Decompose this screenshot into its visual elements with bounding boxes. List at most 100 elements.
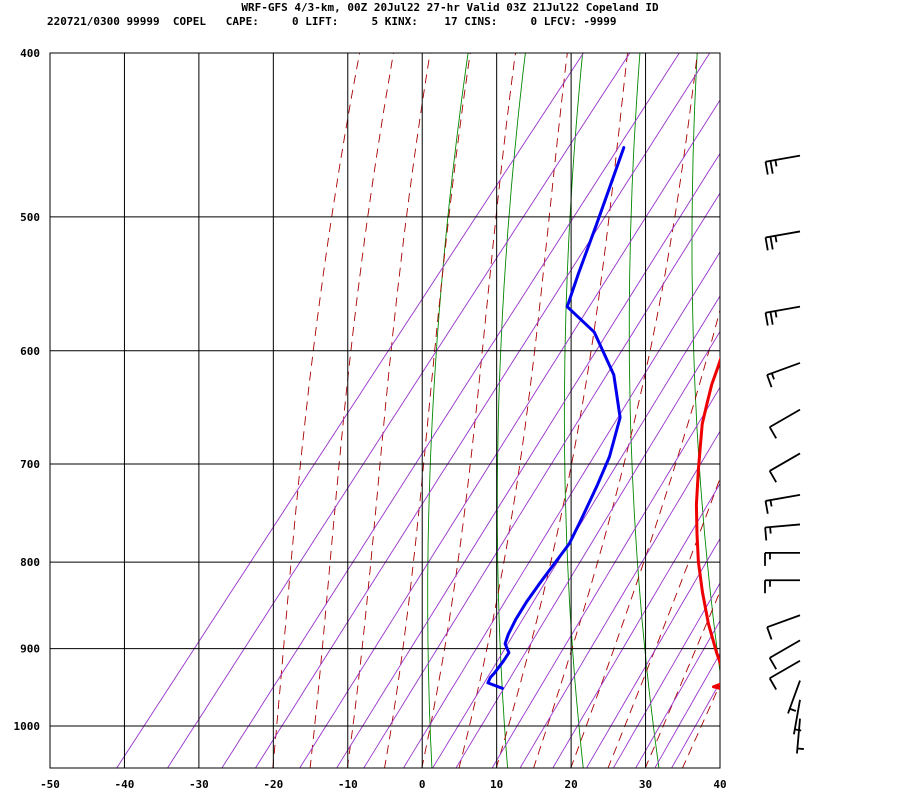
wind-barb [764, 305, 801, 326]
mixing-ratio-line [491, 386, 720, 768]
mixing-ratio-line [167, 53, 631, 768]
plot-frame [49, 52, 721, 769]
barb-staff [765, 230, 801, 239]
wind-barb [766, 614, 801, 640]
wind-barb [766, 362, 801, 388]
barb-feather [766, 626, 773, 640]
barb-feather [789, 707, 797, 712]
mixing-ratio-line [654, 652, 720, 768]
moist-adiabat [384, 53, 471, 768]
dry-adiabat [496, 53, 526, 768]
wind-barb [764, 523, 801, 541]
barb-feather [769, 499, 773, 507]
barb-feather [769, 311, 774, 325]
temperature-tick-label: -20 [263, 778, 283, 791]
wind-barb [768, 452, 801, 483]
dewpoint-line [486, 146, 626, 690]
temperature-line [694, 356, 720, 690]
temperature-tick-label: 40 [713, 778, 726, 791]
barb-feather [797, 747, 804, 750]
temperature-tick-label: 20 [564, 778, 577, 791]
wind-barb [764, 154, 801, 175]
dry-adiabat [691, 53, 720, 676]
moist-adiabat [644, 590, 720, 768]
moist-adiabat [458, 53, 568, 768]
mixing-ratio-line [363, 192, 720, 768]
barb-feather [764, 500, 769, 514]
barb-feather [794, 728, 802, 732]
wind-barb [764, 230, 801, 251]
barb-feather [769, 236, 774, 250]
axis-tick-labels: 400 500 600 700 800 900 1000 -50 -40 -30 -20 -10 0 10… [14, 47, 727, 791]
moist-adiabat [309, 53, 394, 768]
moist-adiabat [682, 683, 720, 768]
moist-adiabat [607, 477, 720, 768]
temperature-tick-label: -50 [40, 778, 60, 791]
barb-feather [774, 159, 778, 167]
mixing-ratio-line [221, 53, 680, 768]
chart-title: WRF-GFS 4/3-km, 00Z 20Jul22 27-hr Valid … [241, 1, 659, 14]
barb-feather [768, 657, 777, 670]
wind-barb [768, 408, 801, 439]
mixing-ratio-line [402, 251, 720, 768]
wind-barb [768, 659, 801, 690]
dry-adiabat [563, 53, 584, 768]
temperature-tick-label: 0 [419, 778, 426, 791]
grid [49, 52, 721, 769]
pressure-tick-label: 700 [20, 458, 40, 471]
moist-adiabat [346, 53, 431, 768]
wind-barbs [764, 154, 804, 754]
pressure-tick-label: 1000 [14, 720, 41, 733]
index-line: 220721/0300 99999 COPEL CAPE: 0 LIFT: 5 … [47, 15, 617, 28]
mixing-ratio-line [519, 430, 720, 768]
moist-adiabat [495, 53, 628, 768]
mixing-ratio-line [116, 53, 584, 768]
barb-feather [774, 235, 778, 243]
pressure-tick-label: 400 [20, 47, 40, 60]
barb-feather [764, 527, 768, 541]
barb-feather [764, 312, 769, 326]
barb-staff [766, 614, 801, 629]
pressure-tick-label: 500 [20, 211, 40, 224]
wind-barb [787, 680, 801, 714]
mixing-ratio-line [254, 53, 711, 768]
barb-feather [774, 310, 778, 318]
pressure-tick-label: 600 [20, 345, 40, 358]
wind-barb [793, 699, 802, 735]
background-lines [116, 15, 900, 769]
barb-staff [769, 408, 801, 428]
barb-feather [764, 237, 769, 251]
barb-staff [769, 639, 801, 659]
temperature-tick-label: 10 [490, 778, 503, 791]
mixing-ratio-line [455, 330, 720, 768]
wind-barb [764, 551, 800, 566]
barb-feather [770, 372, 775, 380]
mixing-ratio-line [586, 537, 720, 768]
barb-staff [765, 154, 801, 163]
barb-feather [768, 470, 777, 483]
pressure-tick-label: 900 [20, 643, 40, 656]
barb-feather [769, 526, 772, 534]
wind-barb [764, 579, 800, 594]
moist-adiabat [272, 53, 361, 768]
moist-adiabat [719, 766, 720, 768]
dry-adiabat [628, 53, 660, 768]
barb-feather [766, 374, 773, 388]
barb-staff [793, 699, 801, 735]
mixing-ratio-line [671, 681, 720, 768]
mixing-ratio-line [432, 295, 720, 768]
mixing-ratio-line [552, 482, 720, 768]
dry-adiabat [427, 53, 469, 768]
barb-feather [764, 161, 769, 175]
barb-feather [769, 160, 774, 174]
temperature-tick-label: 30 [639, 778, 652, 791]
mixing-ratio-line [612, 582, 720, 768]
wind-barb [796, 718, 804, 754]
barb-feather [768, 677, 777, 690]
temperature-tick-label: -40 [115, 778, 135, 791]
mixing-ratio-line [635, 619, 720, 768]
wind-barb [764, 493, 801, 514]
dry-adiabat [869, 15, 900, 769]
barb-staff [769, 452, 801, 472]
